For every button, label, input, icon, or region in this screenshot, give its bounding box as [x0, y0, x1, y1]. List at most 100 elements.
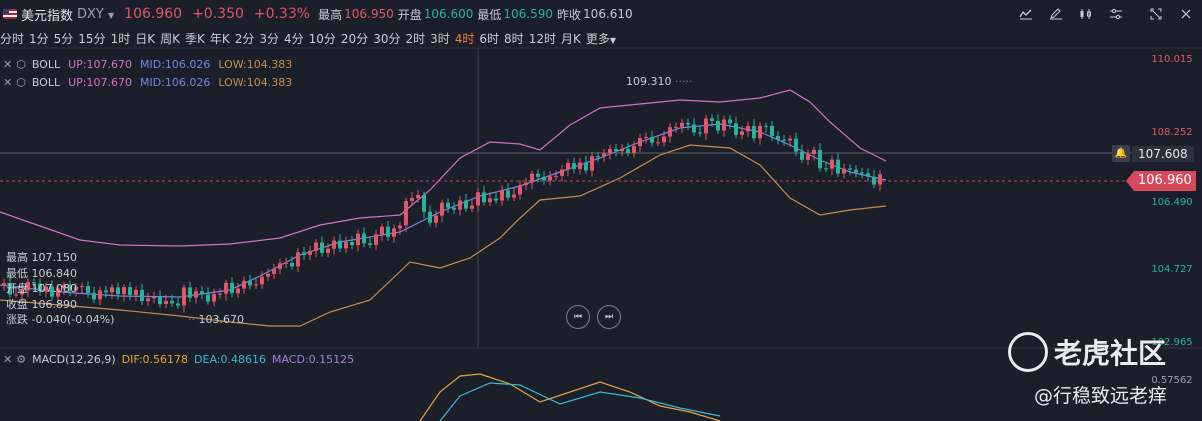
candle-body — [248, 280, 252, 286]
candle-body — [242, 280, 246, 289]
hexagon-settings-icon[interactable]: ⬡ — [16, 57, 26, 71]
period-tab[interactable]: 年K — [209, 31, 230, 46]
high-label: 最高 — [318, 7, 343, 22]
period-tab[interactable]: 2时 — [405, 31, 426, 46]
candle-body — [494, 198, 498, 201]
hexagon-settings-icon[interactable]: ⬡ — [16, 75, 26, 89]
candle-body — [656, 142, 660, 144]
candle-body — [338, 240, 342, 249]
candle-body — [332, 240, 336, 249]
candle-body — [152, 296, 156, 299]
candle-body — [878, 174, 882, 185]
settings-icon[interactable] — [1104, 4, 1128, 24]
candle-body — [146, 298, 150, 302]
period-tab[interactable]: 周K — [160, 31, 180, 46]
last-price: 106.960 — [124, 6, 183, 22]
period-tab[interactable]: 日K — [135, 31, 156, 46]
candle-body — [122, 287, 126, 295]
expand-icon[interactable] — [1144, 4, 1168, 24]
skip-back-icon: ⏮ — [573, 312, 583, 322]
close-icon[interactable] — [1174, 4, 1198, 24]
period-tab[interactable]: 4时 — [454, 31, 475, 46]
period-tab[interactable]: 15分 — [78, 31, 106, 46]
candle-body — [398, 225, 402, 229]
candle-body — [410, 198, 414, 201]
ohlc-high: 最高 107.150 — [6, 251, 77, 264]
candle-body — [128, 287, 132, 295]
step-forward-button[interactable]: ⏭ — [597, 305, 621, 329]
candle-body — [344, 241, 348, 249]
macd-indicator-row: ✕ ⚙ MACD(12,26,9) DIF:0.56178 DEA:0.4861… — [0, 352, 354, 366]
candle-body — [290, 262, 294, 267]
line-chart-icon[interactable] — [1014, 4, 1038, 24]
candle-body — [776, 135, 780, 140]
current-price-tag: 106.960 — [1126, 171, 1196, 191]
period-tab[interactable]: 4分 — [284, 31, 304, 46]
candle-body — [848, 168, 852, 170]
candle-body — [860, 172, 864, 174]
candle-body — [836, 159, 840, 174]
period-tab[interactable]: 更多▼ — [586, 30, 626, 47]
candle-body — [536, 173, 540, 177]
instrument-name: 美元指数 — [21, 8, 74, 24]
candle-body — [392, 228, 396, 237]
period-tab[interactable]: 月K — [560, 31, 581, 46]
candle-body — [158, 296, 162, 305]
quote-header: 美元指数 DXY ▼ 106.960 +0.350 +0.33% 最高 106.… — [0, 0, 1202, 28]
period-tab[interactable]: 30分 — [373, 31, 401, 46]
candle-body — [368, 243, 372, 245]
candle-body — [278, 263, 282, 269]
candle-body — [602, 153, 606, 157]
candlestick-icon[interactable] — [1074, 4, 1098, 24]
period-tab[interactable]: 6时 — [479, 31, 500, 46]
candle-body — [362, 233, 366, 244]
bell-icon: 🔔 — [1112, 145, 1130, 162]
period-tab[interactable]: 1分 — [29, 31, 49, 46]
close-icon[interactable]: ✕ — [3, 352, 13, 366]
period-tab[interactable]: 1时 — [110, 31, 131, 46]
low-value: 106.590 — [503, 7, 554, 21]
period-tab[interactable]: 20分 — [340, 31, 369, 46]
gear-icon[interactable]: ⚙ — [16, 352, 27, 366]
candle-body — [302, 252, 306, 255]
candle-body — [266, 273, 270, 277]
period-tab[interactable]: 2分 — [234, 31, 255, 46]
close-icon[interactable]: ✕ — [3, 57, 13, 71]
period-tab[interactable]: 分时 — [0, 31, 25, 46]
candle-body — [320, 242, 324, 253]
low-label: 最低 — [477, 7, 502, 22]
candle-body — [428, 211, 432, 223]
step-back-button[interactable]: ⏮ — [566, 305, 590, 329]
candle-body — [572, 162, 576, 170]
candle-body — [566, 162, 570, 170]
boll-indicator-row-2: ✕ ⬡ BOLL UP:107.670 MID:106.026 LOW:104.… — [0, 75, 292, 89]
period-tab[interactable]: 10分 — [308, 31, 336, 46]
period-tabs: 分时 1分 5分 15分 1时 日K 周K 季K 年K 2分 3分 4分 10分 20分 30分 2时 3时 4时… — [0, 29, 626, 47]
period-tab[interactable]: 季K — [184, 31, 205, 46]
close-icon[interactable]: ✕ — [3, 75, 13, 89]
draw-pen-icon[interactable] — [1044, 4, 1068, 24]
instrument-ticker[interactable]: DXY ▼ — [77, 6, 115, 22]
candle-body — [740, 131, 744, 135]
candle-body — [764, 125, 768, 127]
candle-body — [134, 289, 138, 295]
period-tab[interactable]: 5分 — [53, 31, 74, 46]
ohlc-open: 开盘 107.080 — [6, 282, 77, 295]
period-tab[interactable]: 3时 — [430, 31, 450, 46]
candle-body — [188, 287, 192, 298]
candle-body — [710, 118, 714, 121]
period-tab[interactable]: 12时 — [528, 31, 556, 46]
period-tab[interactable]: 8时 — [504, 31, 524, 46]
ohlc-close: 收盘 106.890 — [6, 297, 77, 311]
candle-body — [650, 136, 654, 143]
boll-mid: MID:106.026 — [140, 57, 211, 71]
alert-price-tag[interactable]: 🔔 107.608 — [1112, 145, 1194, 162]
candle-body — [116, 287, 120, 295]
candle-body — [842, 168, 846, 174]
candle-body — [230, 282, 234, 294]
candle-body — [854, 169, 858, 173]
period-tab[interactable]: 3分 — [259, 31, 279, 46]
candle-body — [644, 136, 648, 139]
candle-body — [506, 190, 510, 198]
candle-body — [668, 127, 672, 137]
